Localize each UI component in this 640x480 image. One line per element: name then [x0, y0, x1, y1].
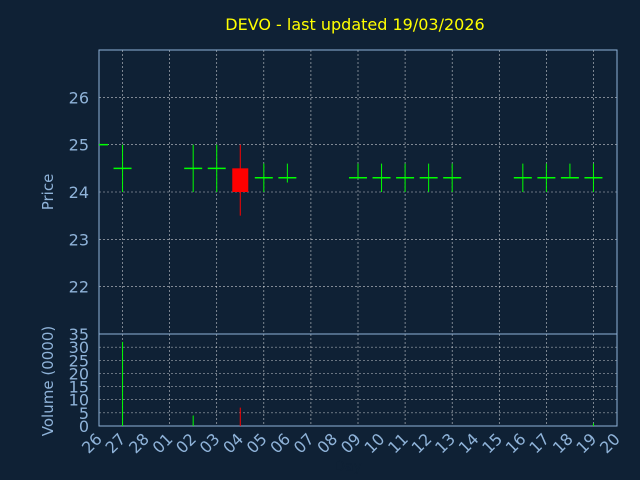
- price-tick-label: 23: [69, 230, 89, 249]
- x-axis-ticks: 2627280102030405060708091011121314151617…: [78, 429, 624, 457]
- volume-tick-label: 30: [69, 338, 89, 357]
- x-tick-label: 20: [596, 429, 624, 457]
- candles: [99, 143, 603, 216]
- volume-tick-label: 25: [69, 351, 89, 370]
- volume-axis-label: Volume (0000): [39, 326, 57, 436]
- price-tick-label: 25: [69, 136, 89, 155]
- price-tick-label: 24: [69, 183, 89, 202]
- volume-tick-label: 20: [69, 364, 89, 383]
- price-grid: [99, 50, 617, 334]
- volume-tick-label: 15: [69, 378, 89, 397]
- price-axis-ticks: 22 23 24 25 26: [69, 88, 89, 296]
- volume-tick-label: 5: [79, 404, 89, 423]
- volume-panel-frame: [98, 333, 618, 427]
- volume-tick-label: 0: [79, 417, 89, 436]
- volume-grid: [99, 334, 617, 426]
- volume-bars: [122, 341, 594, 426]
- price-tick-label: 22: [69, 278, 89, 297]
- volume-tick-label: 35: [69, 325, 89, 344]
- x-axis-label: Day: [334, 459, 362, 475]
- volume-tick-label: 10: [69, 391, 89, 410]
- price-axis-label: Price: [39, 174, 57, 211]
- price-tick-label: 26: [69, 88, 89, 107]
- candle-body: [232, 168, 249, 192]
- chart-title: DEVO - last updated 19/03/2026: [225, 15, 484, 34]
